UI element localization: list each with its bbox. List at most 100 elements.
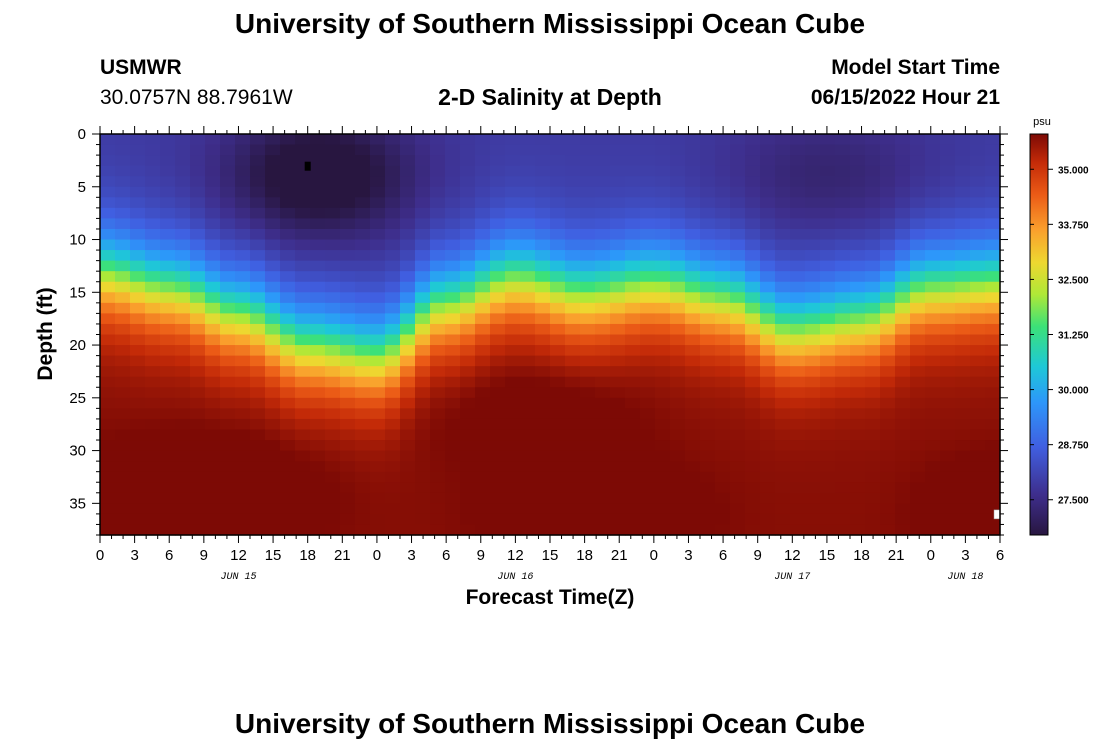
heatmap-cell — [715, 429, 731, 441]
heatmap-cell — [790, 250, 806, 262]
heatmap-cell — [280, 366, 296, 378]
y-axis-title: Depth (ft) — [34, 287, 57, 380]
heatmap-cell — [985, 397, 1001, 409]
heatmap-cell — [220, 345, 236, 357]
heatmap-cell — [955, 334, 971, 346]
heatmap-cell — [445, 207, 461, 220]
heatmap-cell — [385, 418, 401, 431]
colorbar: psu 35.00033.75032.50031.25030.00028.750… — [1029, 116, 1089, 536]
heatmap-cell — [760, 503, 776, 515]
heatmap-cell — [910, 513, 926, 526]
heatmap-cell — [595, 471, 611, 483]
heatmap-cell — [295, 218, 311, 230]
heatmap-cell — [970, 186, 986, 198]
heatmap-cell — [460, 440, 476, 452]
heatmap-cell — [370, 313, 386, 325]
heatmap-cell — [595, 155, 611, 167]
heatmap-cell — [940, 418, 956, 431]
heatmap-cell — [220, 513, 236, 526]
heatmap-cell — [520, 440, 536, 452]
heatmap-cell — [325, 461, 341, 473]
heatmap-cell — [340, 482, 356, 494]
heatmap-cell — [910, 260, 926, 272]
heatmap-cell — [955, 176, 971, 188]
heatmap-cell — [250, 345, 266, 357]
heatmap-cell — [295, 134, 311, 146]
heatmap-cell — [205, 313, 221, 325]
heatmap-cell — [820, 503, 836, 515]
heatmap-cell — [400, 186, 416, 198]
heatmap-cell — [910, 197, 926, 209]
heatmap-cell — [715, 292, 731, 304]
heatmap-cell — [580, 155, 596, 167]
heatmap-cell — [490, 450, 506, 462]
heatmap-cell — [265, 366, 281, 378]
heatmap-cell — [595, 366, 611, 378]
heatmap-cell — [175, 524, 191, 536]
heatmap-cell — [955, 345, 971, 357]
heatmap-cell — [805, 440, 821, 452]
heatmap-cell — [985, 197, 1001, 209]
heatmap-cell — [655, 260, 671, 272]
heatmap-cell — [475, 281, 491, 293]
heatmap-cell — [925, 292, 941, 304]
heatmap-cell — [535, 397, 551, 409]
heatmap-cell — [250, 387, 266, 399]
heatmap-cell — [745, 218, 761, 230]
heatmap-cell — [670, 334, 686, 346]
heatmap-cell — [940, 345, 956, 357]
heatmap-cell — [640, 207, 656, 220]
heatmap-cell — [805, 271, 821, 283]
heatmap-cell — [235, 440, 251, 452]
heatmap-cell — [505, 440, 521, 452]
heatmap-cell — [355, 165, 371, 177]
heatmap-cell — [460, 313, 476, 325]
heatmap-cell — [580, 503, 596, 515]
heatmap-cell — [880, 345, 896, 357]
heatmap-cell — [475, 482, 491, 494]
heatmap-cell — [910, 186, 926, 198]
heatmap-cell — [355, 408, 371, 420]
heatmap-cell — [790, 440, 806, 452]
heatmap-cell — [130, 134, 146, 146]
y-tick-label: 25 — [69, 390, 86, 407]
heatmap-cell — [670, 239, 686, 251]
heatmap-cell — [805, 482, 821, 494]
heatmap-cell — [385, 134, 401, 146]
heatmap-cell — [340, 513, 356, 526]
heatmap-cell — [610, 355, 626, 367]
heatmap-cell — [580, 292, 596, 304]
heatmap-cell — [790, 260, 806, 272]
heatmap-cell — [250, 165, 266, 177]
heatmap-cell — [370, 176, 386, 188]
heatmap-cell — [445, 302, 461, 314]
heatmap-cell — [265, 250, 281, 262]
heatmap-cell — [670, 218, 686, 230]
heatmap-cell — [565, 134, 581, 146]
chart-title-main: University of Southern Mississippi Ocean… — [234, 8, 866, 39]
heatmap-cell — [970, 345, 986, 357]
heatmap-cell — [580, 482, 596, 494]
heatmap-cell — [970, 155, 986, 167]
heatmap-cell — [730, 408, 746, 420]
heatmap-cell — [640, 313, 656, 325]
heatmap-cell — [820, 186, 836, 198]
heatmap-cell — [760, 313, 776, 325]
heatmap-cell — [355, 503, 371, 515]
heatmap-cell — [730, 355, 746, 367]
heatmap-cell — [805, 408, 821, 420]
heatmap-cell — [430, 450, 446, 462]
heatmap-cell — [910, 440, 926, 452]
heatmap-cell — [535, 503, 551, 515]
heatmap-cell — [415, 345, 431, 357]
heatmap-cell — [640, 155, 656, 167]
heatmap-cell — [955, 207, 971, 220]
heatmap-cell — [295, 376, 311, 388]
colorbar-tick-label: 31.250 — [1058, 331, 1089, 342]
heatmap-cell — [340, 345, 356, 357]
heatmap-cell — [475, 239, 491, 251]
heatmap-cell — [205, 239, 221, 251]
heatmap-cell — [940, 524, 956, 536]
heatmap-cell — [760, 302, 776, 314]
heatmap-cell — [265, 165, 281, 177]
